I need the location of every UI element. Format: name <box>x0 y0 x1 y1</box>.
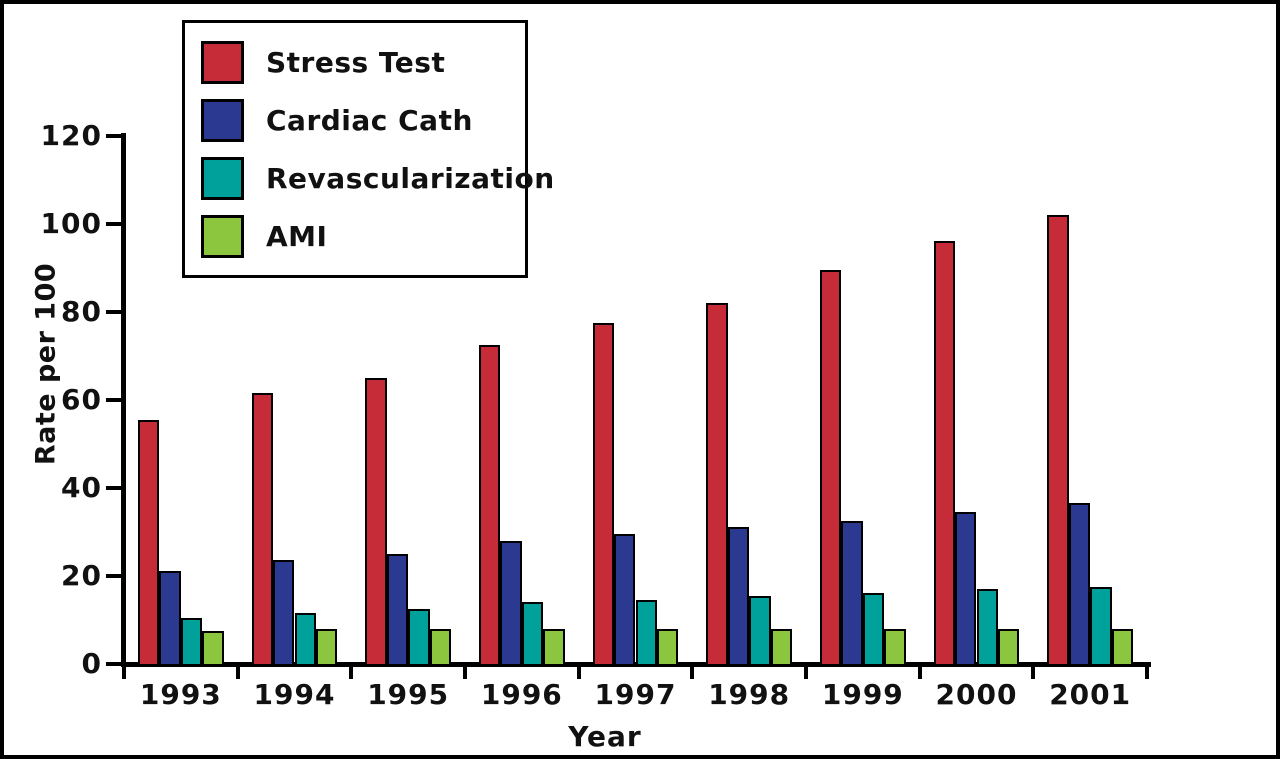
bar-stress-test-2001 <box>1047 215 1069 666</box>
y-axis-line <box>121 133 126 667</box>
bar-revascularization-2001 <box>1090 586 1112 666</box>
x-tick-mark <box>1031 664 1036 679</box>
legend-label: Stress Test <box>266 45 446 79</box>
y-tick-label: 120 <box>40 119 102 152</box>
x-category-label: 1993 <box>139 678 222 711</box>
bar-revascularization-1999 <box>862 593 885 666</box>
legend: Stress Test Cardiac Cath Revascularization… <box>182 20 554 278</box>
legend-swatch <box>201 98 244 142</box>
bar-stress-test-2000 <box>933 241 956 666</box>
bar-revascularization-1997 <box>635 600 657 666</box>
x-tick-mark <box>349 664 354 679</box>
x-category-label: 1999 <box>821 678 904 711</box>
legend-item: Cardiac Cath <box>201 98 525 142</box>
x-category-label: 1995 <box>367 678 450 711</box>
bar-stress-test-1995 <box>365 377 387 666</box>
y-tick-label: 0 <box>81 647 102 680</box>
x-category-label: 1994 <box>253 678 336 711</box>
y-tick-mark <box>106 134 122 138</box>
x-category-label: 1997 <box>594 678 677 711</box>
x-tick-mark <box>576 664 581 679</box>
bar-stress-test-1996 <box>479 344 501 666</box>
bar-ami-1999 <box>884 628 906 666</box>
bar-revascularization-2000 <box>976 589 998 666</box>
bar-cardiac-cath-1995 <box>386 553 409 666</box>
bar-ami-1997 <box>656 628 679 666</box>
legend-swatch <box>201 214 244 258</box>
y-tick-mark <box>106 222 122 226</box>
legend-label: AMI <box>266 219 328 253</box>
y-tick-label: 40 <box>61 471 102 504</box>
legend-label: Cardiac Cath <box>266 103 473 137</box>
bar-stress-test-1998 <box>706 303 728 666</box>
x-category-label: 2000 <box>935 678 1018 711</box>
x-tick-mark <box>122 664 126 679</box>
bar-revascularization-1995 <box>408 608 430 666</box>
bar-ami-1995 <box>429 628 451 666</box>
x-axis-title: Year <box>568 720 642 753</box>
y-tick-label: 80 <box>61 295 102 328</box>
y-tick-label: 20 <box>61 559 102 592</box>
bar-revascularization-1996 <box>521 602 544 666</box>
bar-cardiac-cath-1996 <box>500 540 522 666</box>
x-category-label: 2001 <box>1049 678 1132 711</box>
bar-ami-1993 <box>202 630 224 666</box>
x-tick-mark <box>690 664 695 679</box>
bar-stress-test-1997 <box>592 322 615 666</box>
y-tick-mark <box>106 574 122 578</box>
bar-cardiac-cath-2001 <box>1068 503 1091 666</box>
legend-swatch <box>201 156 244 200</box>
legend-swatch <box>201 40 244 84</box>
bar-cardiac-cath-2000 <box>955 512 977 666</box>
y-tick-mark <box>106 398 122 402</box>
y-axis-title: Rate per 100 <box>30 262 62 466</box>
bar-cardiac-cath-1997 <box>614 534 636 666</box>
bar-ami-1998 <box>770 628 792 666</box>
bar-revascularization-1998 <box>749 595 771 666</box>
y-tick-mark <box>106 486 122 490</box>
bar-ami-2000 <box>997 628 1020 666</box>
legend-item: AMI <box>201 214 525 258</box>
x-tick-mark <box>235 664 240 679</box>
bar-cardiac-cath-1994 <box>273 560 295 666</box>
bar-stress-test-1999 <box>820 270 842 666</box>
bar-ami-1996 <box>543 628 565 666</box>
y-tick-mark <box>106 662 122 666</box>
bar-cardiac-cath-1998 <box>727 527 750 666</box>
legend-label: Revascularization <box>266 161 555 195</box>
bar-ami-1994 <box>315 628 338 666</box>
x-tick-mark <box>1145 664 1149 679</box>
y-tick-mark <box>106 310 122 314</box>
y-tick-label: 60 <box>61 383 102 416</box>
bar-ami-2001 <box>1111 628 1133 666</box>
x-tick-mark <box>804 664 808 679</box>
bar-stress-test-1994 <box>251 393 274 666</box>
x-category-label: 1998 <box>708 678 791 711</box>
bar-revascularization-1994 <box>294 613 316 666</box>
bar-cardiac-cath-1999 <box>841 520 863 666</box>
x-tick-mark <box>917 664 922 679</box>
bar-stress-test-1993 <box>138 419 160 666</box>
bar-revascularization-1993 <box>180 617 203 666</box>
x-category-label: 1996 <box>480 678 563 711</box>
legend-item: Revascularization <box>201 156 554 200</box>
y-tick-label: 100 <box>40 207 102 240</box>
bar-cardiac-cath-1993 <box>159 571 181 666</box>
legend-item: Stress Test <box>201 40 525 84</box>
x-tick-mark <box>463 664 467 679</box>
